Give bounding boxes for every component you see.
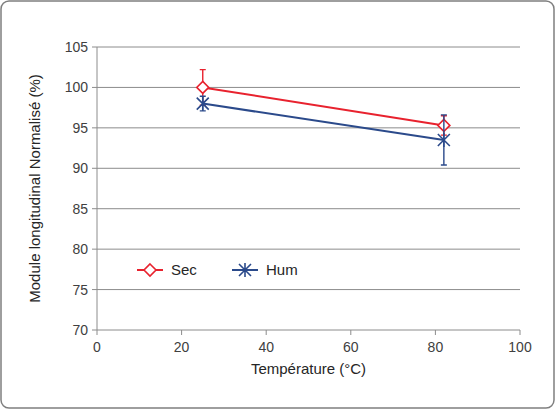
x-tick [97,330,98,335]
x-tick [435,330,436,335]
legend-marker [239,263,251,277]
x-tick-label: 20 [174,339,190,355]
plot-area [197,70,450,165]
y-tick-label: 70 [72,322,88,338]
grid-line [97,168,520,169]
y-tick [92,208,97,209]
grid-line [97,87,520,88]
data-point [197,81,209,93]
grid-line [97,208,520,209]
y-tick-label: 90 [72,160,88,176]
legend-label: Sec [171,261,197,278]
y-tick-label: 80 [72,241,88,257]
x-tick [266,330,267,335]
series [197,70,450,135]
legend-entry: Sec [137,261,197,278]
series-line [203,87,444,125]
y-tick-label: 95 [72,120,88,136]
y-axis-title: Module longitudinal Normalisé (%) [26,74,43,302]
data-point [197,97,209,111]
y-tick-label: 75 [72,282,88,298]
x-tick [350,330,351,335]
x-tick-label: 100 [508,339,532,355]
legend-label: Hum [266,261,298,278]
series-line [203,104,444,140]
x-tick-label: 40 [258,339,274,355]
x-tick-label: 0 [93,339,101,355]
x-tick-label: 80 [428,339,444,355]
x-axis [97,330,520,331]
data-point [438,133,450,147]
grid-line [97,249,520,250]
y-tick [92,127,97,128]
y-tick-label: 100 [65,79,89,95]
y-tick [92,330,97,331]
x-axis-title: Température (°C) [251,360,366,377]
x-tick [520,330,521,335]
y-tick [92,47,97,48]
y-tick-label: 85 [72,201,88,217]
x-tick [181,330,182,335]
chart-frame [1,1,554,408]
grid-line [97,47,520,48]
grid-line [97,127,520,128]
chart: 70 75 80 85 90 95 100 105 0 20 40 60 80 100 Températur… [0,0,556,410]
y-tick [92,87,97,88]
y-tick [92,289,97,290]
x-tick-label: 60 [343,339,359,355]
legend-entry: Hum [232,261,298,278]
y-tick [92,168,97,169]
y-tick [92,249,97,250]
y-tick-label: 105 [65,39,89,55]
legend-marker [144,264,156,276]
legend: Sec Hum [137,261,298,278]
y-axis [97,47,98,330]
series [197,96,450,165]
grid-line [97,289,520,290]
